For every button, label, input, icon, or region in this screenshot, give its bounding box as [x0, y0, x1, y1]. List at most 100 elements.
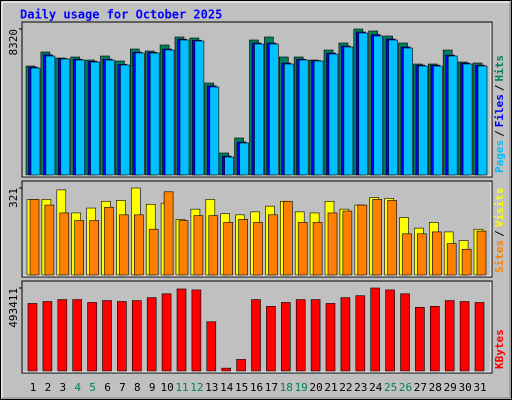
- x-tick-label: 31: [473, 381, 486, 394]
- x-tick-label: 1: [30, 381, 37, 394]
- bar: [149, 52, 160, 176]
- bar: [104, 206, 114, 276]
- bar: [387, 200, 397, 276]
- x-tick-label: 16: [250, 381, 263, 394]
- bar: [444, 300, 455, 372]
- bar: [432, 65, 443, 176]
- x-tick-label: 11: [175, 381, 188, 394]
- x-tick-label: 24: [369, 381, 383, 394]
- bar: [74, 220, 84, 276]
- bar: [44, 204, 55, 276]
- bar: [417, 233, 427, 276]
- legend-separator: /: [493, 130, 506, 137]
- bar: [161, 293, 172, 372]
- legend-separator: /: [493, 84, 506, 91]
- bar: [209, 86, 220, 176]
- x-tick-label: 13: [205, 381, 218, 394]
- y-tick-label: 321: [7, 188, 20, 208]
- bar: [429, 306, 440, 372]
- bar: [268, 214, 278, 276]
- bar: [297, 222, 308, 276]
- bar: [402, 233, 412, 276]
- bar: [45, 55, 56, 176]
- bar: [224, 156, 234, 176]
- bar: [447, 55, 458, 176]
- legend-entry: Visits: [493, 188, 506, 228]
- bar: [461, 248, 472, 276]
- bar: [132, 300, 142, 372]
- bar: [193, 215, 204, 276]
- x-tick-label: 30: [458, 381, 471, 394]
- x-tick-label: 7: [119, 381, 126, 394]
- bar: [163, 191, 174, 276]
- bar: [373, 35, 384, 176]
- bar: [254, 43, 264, 176]
- bar: [400, 293, 410, 372]
- x-tick-label: 28: [429, 381, 442, 394]
- x-tick-label: 17: [265, 381, 278, 394]
- legend-separator: /: [493, 230, 506, 237]
- bar: [179, 39, 190, 176]
- bar: [415, 307, 425, 372]
- x-tick-label: 14: [220, 381, 234, 394]
- bar: [343, 46, 354, 176]
- bar: [328, 53, 339, 176]
- x-tick-label: 8: [134, 381, 141, 394]
- bar: [340, 297, 351, 372]
- bar: [280, 302, 291, 372]
- bar: [477, 65, 488, 176]
- x-tick-label: 4: [74, 381, 81, 394]
- panel-bevel: [23, 282, 492, 373]
- bar: [372, 199, 383, 276]
- bar: [194, 40, 205, 176]
- x-tick-label: 5: [89, 381, 96, 394]
- bar: [120, 64, 130, 176]
- panel-bevel: [23, 182, 492, 277]
- bar: [30, 67, 41, 176]
- bar: [325, 303, 336, 372]
- x-tick-label: 9: [149, 381, 156, 394]
- bar: [269, 43, 279, 176]
- bar: [459, 301, 470, 372]
- bar: [239, 142, 249, 176]
- bar: [60, 58, 71, 176]
- bar: [251, 299, 261, 372]
- bar: [119, 214, 129, 276]
- y-tick-label: 8320: [7, 29, 20, 56]
- bar: [89, 220, 99, 276]
- bar: [266, 306, 276, 372]
- bar: [370, 287, 381, 372]
- legend-entry: KBytes: [493, 329, 506, 369]
- bar: [253, 222, 263, 276]
- bar: [388, 39, 398, 176]
- bar: [342, 210, 353, 276]
- bar: [446, 243, 457, 276]
- bar: [176, 288, 187, 372]
- x-tick-label: 10: [160, 381, 173, 394]
- bar: [295, 299, 306, 372]
- bar: [238, 219, 248, 276]
- bar: [358, 32, 369, 176]
- y-tick-label: 493411: [7, 288, 20, 328]
- x-tick-label: 27: [414, 381, 427, 394]
- bar: [134, 214, 144, 276]
- bar: [135, 52, 145, 176]
- bar: [72, 299, 82, 372]
- x-tick-label: 22: [339, 381, 352, 394]
- x-tick-label: 29: [444, 381, 457, 394]
- bar: [102, 300, 112, 372]
- bar: [310, 299, 321, 372]
- x-tick-label: 19: [295, 381, 308, 394]
- legend-entry: Files: [493, 94, 506, 127]
- legend-entry: Hits: [493, 55, 506, 82]
- bar: [90, 61, 100, 176]
- bar: [208, 215, 219, 276]
- x-tick-label: 15: [235, 381, 248, 394]
- bar: [164, 49, 175, 176]
- bar: [117, 301, 127, 372]
- bar: [462, 63, 473, 176]
- x-tick-label: 26: [399, 381, 412, 394]
- bar: [313, 60, 324, 176]
